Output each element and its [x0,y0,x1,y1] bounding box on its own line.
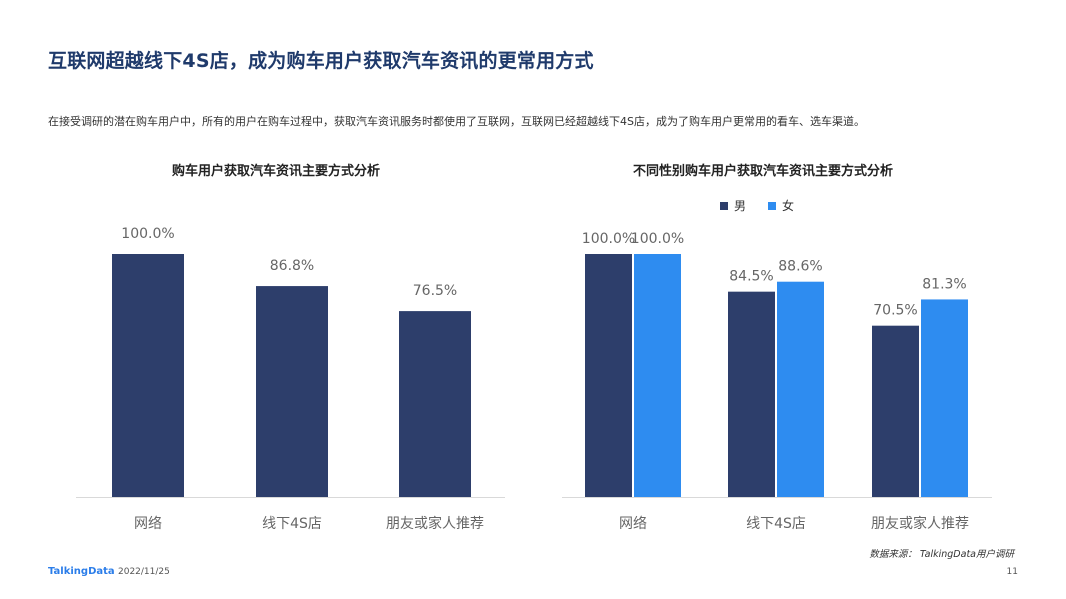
legend-item-female: 女 [768,197,794,214]
chart2-legend: 男 女 [720,197,794,214]
chart1-category-label-1: 线下4S店 [262,516,322,532]
chart2-bar-1-1 [777,281,824,497]
chart1-value-label-2: 76.5% [413,283,457,299]
chart2-value-label-0-0: 100.0% [582,231,635,247]
chart2-value-label-2-1: 81.3% [922,276,966,292]
chart1-bar-1 [256,286,328,497]
chart1-bar-0 [112,254,184,497]
chart2-title: 不同性别购车用户获取汽车资讯主要方式分析 [633,164,894,179]
chart1-title: 购车用户获取汽车资讯主要方式分析 [172,164,381,179]
chart2-category-label-1: 线下4S店 [746,516,806,532]
page-subtitle: 在接受调研的潜在购车用户中，所有的用户在购车过程中，获取汽车资讯服务时都使用了互… [48,115,865,128]
chart2-bar-1-0 [728,291,775,497]
data-source: 数据来源： TalkingData用户调研 [869,549,1014,560]
chart2-value-label-1-0: 84.5% [729,269,773,285]
chart1-value-label-0: 100.0% [121,226,174,242]
page-title: 互联网超越线下4S店，成为购车用户获取汽车资讯的更常用方式 [48,50,594,72]
chart2-category-label-2: 朋友或家人推荐 [871,515,969,532]
chart1-category-label-0: 网络 [134,516,162,532]
chart1-category-label-2: 朋友或家人推荐 [386,515,484,532]
chart2-value-label-2-0: 70.5% [873,303,917,319]
chart2-category-label-0: 网络 [619,516,647,532]
footer-date: 2022/11/25 [118,567,170,577]
legend-label-female: 女 [782,199,795,213]
chart2-value-label-0-1: 100.0% [631,231,684,247]
chart2-bar-2-0 [872,325,919,497]
chart2-bar-2-1 [921,299,968,497]
chart1-bar-2 [399,311,471,497]
chart2-bar-0-0 [585,254,632,497]
legend-swatch-male [720,201,728,210]
brand-logo: TalkingData [48,566,115,577]
legend-item-male: 男 [720,197,746,214]
chart2-bar-0-1 [634,254,681,497]
page-number: 11 [1006,567,1018,577]
legend-swatch-female [768,201,777,210]
chart1-value-label-1: 86.8% [270,258,314,274]
chart2-value-label-1-1: 88.6% [778,259,822,275]
legend-label-male: 男 [734,199,747,213]
